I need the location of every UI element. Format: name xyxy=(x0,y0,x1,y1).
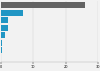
Bar xyxy=(1,55,2,61)
Bar xyxy=(1,40,2,46)
Bar xyxy=(1,2,85,8)
Bar xyxy=(1,10,23,16)
Bar xyxy=(1,32,5,38)
Bar xyxy=(1,47,2,53)
Bar xyxy=(1,17,8,23)
Bar xyxy=(1,25,8,31)
